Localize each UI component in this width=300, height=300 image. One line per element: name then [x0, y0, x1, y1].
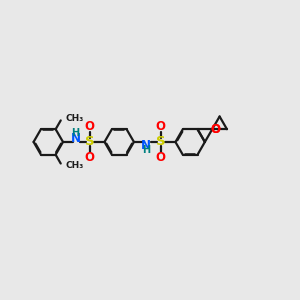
- Text: S: S: [85, 136, 94, 148]
- Text: O: O: [210, 123, 220, 136]
- Text: H: H: [142, 145, 150, 155]
- Text: H: H: [71, 128, 80, 138]
- Text: O: O: [85, 151, 95, 164]
- Text: S: S: [156, 136, 166, 148]
- Text: O: O: [210, 123, 220, 136]
- Text: O: O: [156, 120, 166, 133]
- Text: O: O: [85, 120, 95, 133]
- Text: O: O: [156, 151, 166, 164]
- Text: N: N: [70, 132, 81, 145]
- Text: N: N: [141, 139, 151, 152]
- Text: CH₃: CH₃: [65, 114, 84, 123]
- Text: CH₃: CH₃: [65, 160, 84, 169]
